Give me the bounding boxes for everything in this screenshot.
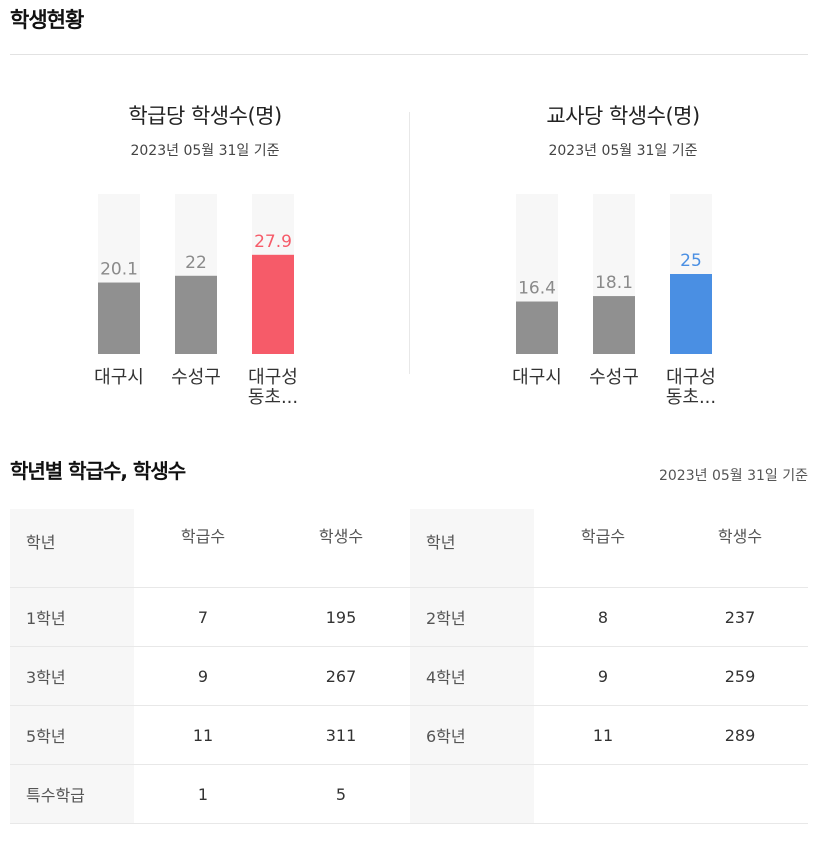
bar-category-label: 수성구 [589,367,639,388]
chart-title: 교사당 학생수(명) [546,104,700,128]
chart-title: 학급당 학생수(명) [128,104,282,128]
chart-date: 2023년 05월 31일 기준 [130,143,280,159]
classes-cell: 1 [134,764,272,824]
chart-date: 2023년 05월 31일 기준 [548,143,698,159]
classes-cell: 11 [534,705,672,765]
grade-cell: 특수학급 [10,764,134,824]
bar [98,282,140,354]
classes-cell: 9 [134,646,272,706]
grade-cell: 5학년 [10,705,134,765]
students-cell: 289 [672,705,808,765]
students-cell [672,764,808,824]
grade-table: 학년 학급수 학생수 학년 학급수 학생수 1학년 7 195 2학년 8 23… [10,509,808,824]
table-row: 특수학급 1 5 [10,764,808,824]
header-students: 학생수 [272,509,410,588]
header-students: 학생수 [672,509,808,588]
chart-divider [409,112,410,374]
title-divider [10,54,808,55]
chart-students-per-teacher: 교사당 학생수(명) 2023년 05월 31일 기준 16.4 대구시 18.1 수… [473,100,773,420]
students-cell: 237 [672,587,808,647]
bar-category-label: 대구성 [666,367,716,388]
classes-cell [534,764,672,824]
grade-cell [410,764,534,824]
grade-cell: 1학년 [10,587,134,647]
header-classes: 학급수 [534,509,672,588]
classes-cell: 8 [534,587,672,647]
bar-chart: 16.4 대구시 18.1 수성구 25 대구성동초... [512,194,716,408]
grade-cell: 4학년 [410,646,534,706]
grade-cell: 3학년 [10,646,134,706]
chart-students-per-class: 학급당 학생수(명) 2023년 05월 31일 기준 20.1 대구시 22 수성구… [55,100,355,420]
bar-value-label: 18.1 [595,273,633,293]
bar-value-label: 16.4 [518,279,556,299]
bar [670,274,712,354]
bar [252,254,294,354]
grade-table-title: 학년별 학급수, 학생수 [10,459,186,483]
table-header-row: 학년 학급수 학생수 학년 학급수 학생수 [10,509,808,588]
bar [175,275,217,354]
students-cell: 267 [272,646,410,706]
header-grade: 학년 [410,509,534,588]
students-cell: 259 [672,646,808,706]
table-row: 3학년 9 267 4학년 9 259 [10,646,808,706]
bar [593,296,635,354]
grade-cell: 2학년 [410,587,534,647]
bar-category-label: 동초... [666,387,716,408]
header-grade: 학년 [10,509,134,588]
students-cell: 311 [272,705,410,765]
bar-category-label: 대구시 [512,367,562,388]
bar-category-label: 동초... [248,387,298,408]
table-row: 1학년 7 195 2학년 8 237 [10,587,808,647]
bar-category-label: 대구시 [94,367,144,388]
grade-table-date: 2023년 05월 31일 기준 [658,468,808,484]
bar-value-label: 22 [185,253,207,273]
bar [516,301,558,354]
bar-value-label: 27.9 [254,232,292,252]
bar-value-label: 25 [680,251,702,271]
classes-cell: 7 [134,587,272,647]
bar-category-label: 대구성 [248,367,298,388]
students-cell: 195 [272,587,410,647]
header-classes: 학급수 [134,509,272,588]
classes-cell: 9 [534,646,672,706]
classes-cell: 11 [134,705,272,765]
bar-value-label: 20.1 [100,260,138,280]
bar-chart: 20.1 대구시 22 수성구 27.9 대구성동초... [94,194,298,408]
bar-category-label: 수성구 [171,367,221,388]
grade-cell: 6학년 [410,705,534,765]
students-cell: 5 [272,764,410,824]
page-title: 학생현황 [10,8,84,32]
table-row: 5학년 11 311 6학년 11 289 [10,705,808,765]
